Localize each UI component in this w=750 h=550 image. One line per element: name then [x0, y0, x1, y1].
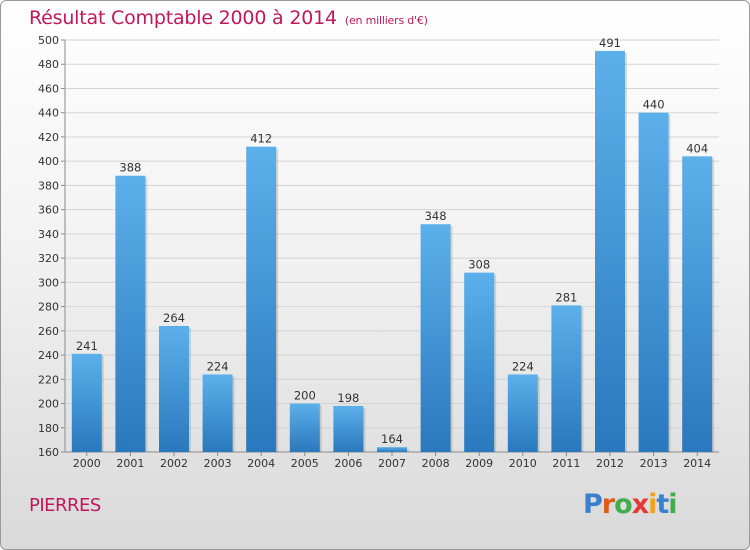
x-tick-label: 2012 — [596, 457, 624, 470]
bar — [246, 146, 277, 452]
logo-letter: o — [614, 489, 633, 520]
commune-name: PIERRES — [29, 495, 101, 516]
bar-value-label: 281 — [555, 290, 577, 304]
y-tick-label: 420 — [38, 131, 59, 144]
bar — [507, 374, 538, 452]
x-tick-label: 2010 — [509, 457, 537, 470]
logo-letter: i — [668, 489, 677, 520]
x-tick-label: 2000 — [73, 457, 101, 470]
label-layer: 160 180 200 220 240 260 280 300 320 340 360 380 400 4… — [38, 34, 711, 470]
x-tick-label: 2009 — [465, 457, 493, 470]
logo-letter: i — [648, 489, 657, 520]
bar — [71, 353, 102, 452]
bar-value-label: 198 — [337, 391, 359, 405]
bar — [551, 305, 582, 452]
bar-layer — [71, 50, 715, 453]
bar — [638, 112, 669, 453]
bar — [595, 50, 625, 452]
bar — [377, 447, 407, 452]
bar — [289, 403, 320, 452]
y-tick-label: 220 — [38, 373, 59, 386]
y-tick-label: 280 — [38, 301, 59, 314]
x-tick-label: 2001 — [116, 457, 144, 470]
bar-value-label: 241 — [76, 339, 98, 353]
y-tick-label: 440 — [38, 107, 59, 120]
bar — [464, 272, 495, 452]
logo-letter: r — [601, 489, 615, 520]
bar-value-label: 164 — [381, 432, 403, 446]
bar-value-label: 491 — [599, 36, 621, 50]
x-tick-label: 2013 — [640, 457, 668, 470]
x-tick-label: 2002 — [160, 457, 188, 470]
bar-value-label: 264 — [163, 311, 185, 325]
y-tick-label: 320 — [38, 252, 59, 265]
chart-title: Résultat Comptable 2000 à 2014 (en millie… — [29, 7, 428, 29]
y-tick-label: 160 — [38, 446, 59, 459]
logo-letter: t — [656, 489, 669, 520]
bar — [682, 156, 713, 452]
y-tick-label: 460 — [38, 82, 59, 95]
y-tick-label: 200 — [38, 398, 59, 411]
chart-title-text: Résultat Comptable 2000 à 2014 — [29, 7, 337, 29]
y-tick-label: 480 — [38, 58, 59, 71]
bar-value-label: 440 — [643, 98, 665, 112]
y-tick-label: 500 — [38, 34, 59, 47]
x-tick-label: 2006 — [334, 457, 362, 470]
bar-value-label: 224 — [207, 359, 229, 373]
x-tick-label: 2014 — [683, 457, 711, 470]
bar — [420, 224, 451, 452]
bar-value-label: 308 — [468, 258, 490, 272]
bar-value-label: 412 — [250, 132, 272, 146]
x-tick-label: 2003 — [204, 457, 232, 470]
y-tick-label: 240 — [38, 349, 59, 362]
bar-value-label: 348 — [425, 209, 447, 223]
x-tick-label: 2011 — [552, 457, 580, 470]
x-tick-label: 2004 — [247, 457, 275, 470]
chart-unit: (en milliers d'€) — [344, 14, 428, 27]
bar — [202, 374, 233, 452]
bar — [333, 405, 364, 452]
logo-letter: P — [583, 489, 603, 520]
y-tick-label: 260 — [38, 325, 59, 338]
bar-value-label: 200 — [294, 389, 316, 403]
bar — [115, 175, 146, 452]
bar-value-label: 404 — [686, 141, 708, 155]
x-tick-label: 2007 — [378, 457, 406, 470]
x-tick-label: 2005 — [291, 457, 319, 470]
bar — [159, 325, 189, 452]
y-tick-label: 360 — [38, 204, 59, 217]
proxiti-logo: Proxiti — [583, 489, 678, 520]
y-tick-label: 300 — [38, 276, 59, 289]
bar-value-label: 388 — [119, 161, 141, 175]
y-tick-label: 400 — [38, 155, 59, 168]
y-tick-label: 180 — [38, 422, 59, 435]
logo-letter: x — [631, 489, 649, 520]
y-tick-label: 380 — [38, 179, 59, 192]
x-tick-label: 2008 — [422, 457, 450, 470]
y-tick-label: 340 — [38, 228, 59, 241]
bar-value-label: 224 — [512, 359, 534, 373]
